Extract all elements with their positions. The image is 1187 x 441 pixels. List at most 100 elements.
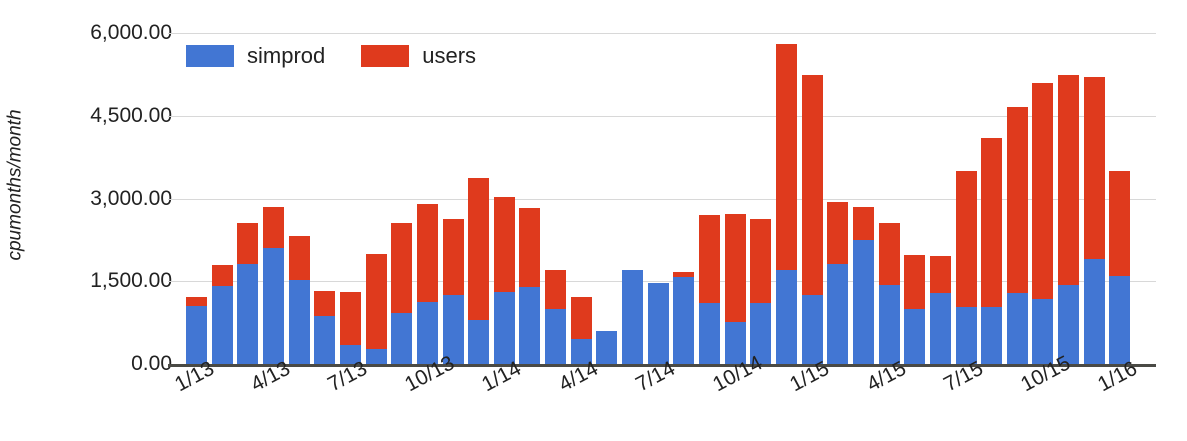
bar-segment-simprod: [852, 239, 874, 364]
bar-segment-users: [365, 253, 387, 350]
bar-segment-simprod: [545, 309, 567, 364]
bar-3/14[interactable]: [545, 269, 567, 364]
y-tick-label: 1,500.00: [90, 269, 172, 293]
bar-segment-simprod: [673, 277, 695, 364]
bar-3/13[interactable]: [237, 222, 259, 364]
bar-10/15[interactable]: [1032, 83, 1054, 364]
bar-segment-simprod: [365, 349, 387, 364]
bar-segment-simprod: [827, 263, 849, 364]
bar-8/15[interactable]: [981, 137, 1003, 364]
bar-9/15[interactable]: [1006, 107, 1028, 364]
bar-segment-users: [981, 137, 1003, 307]
bar-12/15[interactable]: [1083, 77, 1105, 364]
bar-3/15[interactable]: [852, 206, 874, 364]
bar-segment-users: [570, 296, 592, 339]
bar-segment-simprod: [801, 295, 823, 364]
bar-9/14[interactable]: [699, 215, 720, 364]
bar-segment-simprod: [442, 295, 464, 364]
plot-area: [168, 0, 1156, 441]
bar-1/14[interactable]: [493, 197, 515, 364]
bar-segment-simprod: [391, 312, 413, 364]
bar-segment-simprod: [211, 285, 233, 364]
bar-7/14[interactable]: [647, 283, 669, 364]
bar-segment-simprod: [981, 306, 1003, 364]
bar-2/14[interactable]: [519, 208, 541, 364]
legend-swatch-icon: [186, 45, 234, 67]
bar-segment-simprod: [647, 283, 669, 364]
bar-11/13[interactable]: [442, 218, 464, 364]
gridline-3000: [168, 198, 1156, 200]
y-axis-tick-labels: 0.00 1,500.00 3,000.00 4,500.00 6,000.00: [0, 0, 172, 441]
bar-segment-users: [724, 213, 746, 323]
legend-item-simprod[interactable]: simprod: [186, 45, 325, 67]
legend-swatch-icon: [361, 45, 410, 67]
x-axis-tick-labels: 1/13 4/13 7/13 10/13 1/14 4/14 7/14 10/14 1/15 4/…: [171, 351, 1181, 441]
legend-item-users[interactable]: users: [361, 45, 476, 67]
x-axis-line: [168, 364, 1156, 367]
legend-label: users: [422, 43, 477, 68]
legend-label: simprod: [247, 43, 326, 68]
bar-6/15[interactable]: [929, 255, 951, 364]
bar-segment-simprod: [929, 292, 951, 364]
bar-segment-users: [237, 222, 259, 264]
bar-segment-users: [468, 177, 490, 320]
y-tick-label: 4,500.00: [90, 103, 172, 127]
bar-12/13[interactable]: [468, 177, 490, 364]
bar-8/14[interactable]: [673, 271, 695, 364]
bar-7/15[interactable]: [955, 170, 977, 364]
bar-segment-users: [416, 204, 438, 302]
bar-segment-users: [801, 74, 823, 296]
bar-segment-users: [442, 218, 464, 296]
bar-segment-simprod: [904, 308, 926, 364]
bar-6/14[interactable]: [622, 270, 644, 364]
bar-segment-simprod: [1109, 275, 1131, 364]
bar-segment-users: [827, 201, 849, 264]
bar-4/13[interactable]: [262, 206, 284, 364]
bar-segment-simprod: [878, 285, 900, 364]
bar-4/15[interactable]: [878, 222, 900, 364]
bar-2/13[interactable]: [211, 264, 233, 364]
bar-8/13[interactable]: [365, 253, 387, 364]
bar-segment-simprod: [519, 286, 541, 364]
bar-segment-users: [339, 292, 361, 345]
bar-segment-simprod: [416, 301, 438, 364]
bar-segment-simprod: [750, 303, 772, 364]
bar-7/13[interactable]: [339, 292, 361, 364]
bar-segment-simprod: [724, 322, 746, 364]
bar-5/13[interactable]: [288, 236, 310, 364]
bar-segment-simprod: [570, 338, 592, 364]
bar-1/13[interactable]: [186, 297, 207, 364]
bar-segment-simprod: [339, 344, 361, 364]
bar-segment-simprod: [699, 303, 720, 364]
bar-segment-users: [750, 219, 772, 304]
y-tick-label: 3,000.00: [90, 186, 172, 210]
bar-9/13[interactable]: [391, 223, 413, 364]
bar-11/14[interactable]: [750, 219, 772, 364]
bar-5/15[interactable]: [904, 254, 926, 364]
bar-12/14[interactable]: [775, 44, 797, 364]
bar-1/16[interactable]: [1109, 170, 1131, 364]
bar-segment-simprod: [955, 307, 977, 364]
bar-segment-users: [852, 206, 874, 240]
bar-segment-users: [878, 222, 900, 286]
bar-4/14[interactable]: [570, 296, 592, 364]
bar-6/13[interactable]: [314, 290, 336, 364]
bar-segment-users: [775, 44, 797, 271]
bar-segment-simprod: [596, 330, 618, 364]
bar-segment-users: [1058, 74, 1080, 285]
y-tick-label: 0.00: [131, 352, 172, 375]
bar-1/15[interactable]: [801, 74, 823, 364]
bar-5/14[interactable]: [596, 330, 618, 364]
bar-segment-users: [673, 271, 695, 278]
bar-10/13[interactable]: [416, 204, 438, 364]
bar-segment-users: [262, 206, 284, 249]
bar-2/15[interactable]: [827, 201, 849, 364]
bar-11/15[interactable]: [1058, 74, 1080, 364]
bar-segment-simprod: [775, 270, 797, 364]
bar-segment-users: [493, 197, 515, 293]
bar-10/14[interactable]: [724, 213, 746, 364]
bar-segment-simprod: [262, 248, 284, 364]
gridline-1500: [168, 281, 1156, 283]
bar-segment-users: [699, 215, 720, 304]
